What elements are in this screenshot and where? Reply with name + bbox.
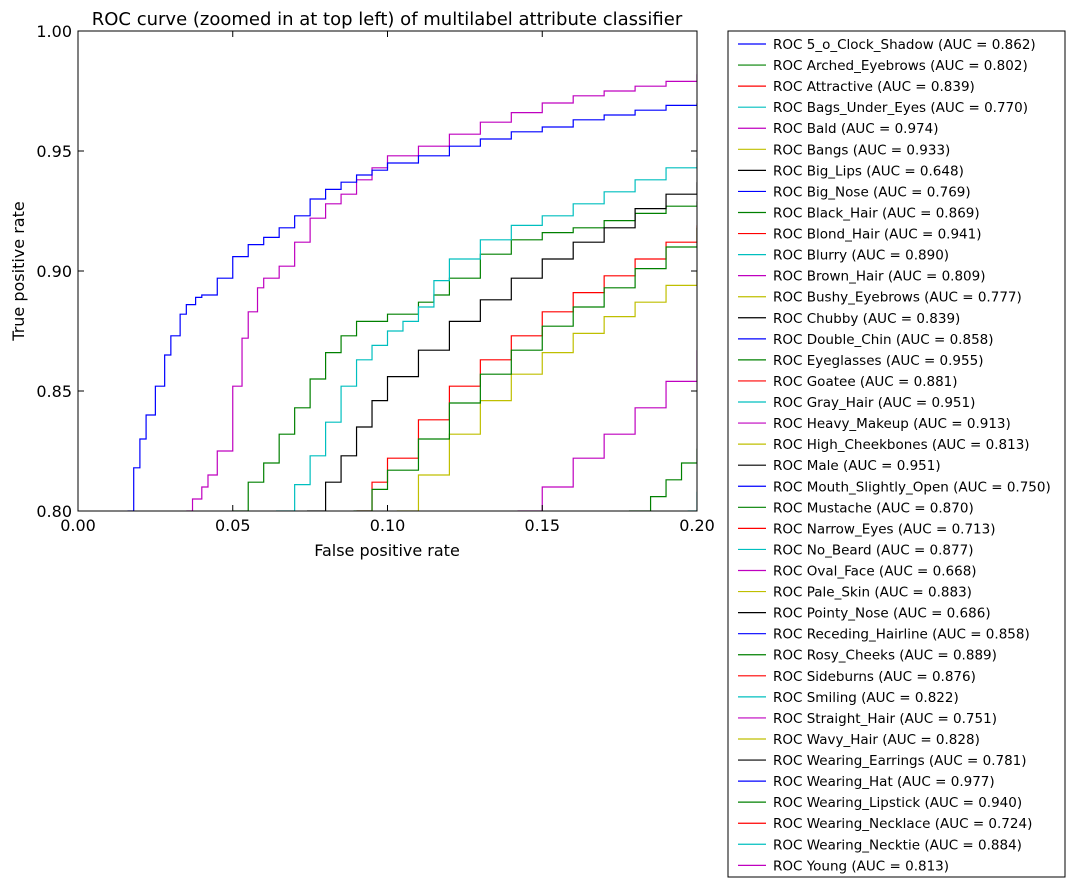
legend-label: ROC Sideburns (AUC = 0.876): [773, 669, 976, 685]
legend-label: ROC Wearing_Earrings (AUC = 0.781): [773, 753, 1027, 769]
legend-label: ROC Wearing_Necklace (AUC = 0.724): [773, 816, 1032, 832]
legend-label: ROC Bags_Under_Eyes (AUC = 0.770): [773, 100, 1028, 116]
legend-label: ROC 5_o_Clock_Shadow (AUC = 0.862): [773, 37, 1036, 53]
legend-label: ROC Pale_Skin (AUC = 0.883): [773, 585, 972, 601]
legend-label: ROC Attractive (AUC = 0.839): [773, 79, 975, 95]
legend-label: ROC Goatee (AUC = 0.881): [773, 374, 958, 390]
legend-label: ROC Brown_Hair (AUC = 0.809): [773, 269, 985, 285]
legend-frame: [727, 30, 1066, 878]
legend-label: ROC Smiling (AUC = 0.822): [773, 690, 959, 706]
legend-label: ROC High_Cheekbones (AUC = 0.813): [773, 437, 1030, 453]
roc-series-line: [356, 225, 697, 511]
legend-label: ROC Narrow_Eyes (AUC = 0.713): [773, 521, 995, 537]
x-tick-label: 0.20: [679, 516, 715, 535]
legend-label: ROC Eyeglasses (AUC = 0.955): [773, 353, 983, 369]
legend-label: ROC Pointy_Nose (AUC = 0.686): [773, 606, 991, 622]
legend-label: ROC No_Beard (AUC = 0.877): [773, 542, 973, 558]
legend-label: ROC Double_Chin (AUC = 0.858): [773, 332, 994, 348]
legend-label: ROC Wearing_Lipstick (AUC = 0.940): [773, 795, 1022, 811]
series-layer: [127, 74, 697, 511]
legend-label: ROC Young (AUC = 0.813): [773, 858, 949, 874]
x-tick-label: 0.10: [370, 516, 406, 535]
legend-label: ROC Straight_Hair (AUC = 0.751): [773, 711, 997, 727]
legend: ROC 5_o_Clock_Shadow (AUC = 0.862) ROC Ar…: [727, 30, 1066, 878]
roc-series-line: [186, 74, 697, 511]
roc-series-line: [396, 271, 697, 511]
legend-label: ROC Receding_Hairline (AUC = 0.858): [773, 627, 1030, 643]
legend-label: ROC Rosy_Cheeks (AUC = 0.889): [773, 648, 997, 664]
legend-label: ROC Big_Lips (AUC = 0.648): [773, 163, 964, 179]
legend-label: ROC Wearing_Hat (AUC = 0.977): [773, 774, 995, 790]
legend-label: ROC Blurry (AUC = 0.890): [773, 248, 949, 264]
legend-label: ROC Mouth_Slightly_Open (AUC = 0.750): [773, 479, 1051, 495]
roc-series-line: [628, 448, 697, 511]
legend-label: ROC Wavy_Hair (AUC = 0.828): [773, 732, 980, 748]
legend-label: ROC Big_Nose (AUC = 0.769): [773, 184, 971, 200]
legend-label: ROC Bangs (AUC = 0.933): [773, 142, 950, 158]
legend-label: ROC Arched_Eyebrows (AUC = 0.802): [773, 58, 1028, 74]
legend-label: ROC Oval_Face (AUC = 0.668): [773, 564, 977, 580]
legend-label: ROC Black_Hair (AUC = 0.869): [773, 205, 980, 221]
legend-label: ROC Heavy_Makeup (AUC = 0.913): [773, 416, 1011, 432]
roc-series-line: [307, 182, 697, 511]
legend-label: ROC Chubby (AUC = 0.839): [773, 311, 960, 327]
y-tick-label: 0.90: [36, 262, 72, 281]
x-tick-label: 0.05: [215, 516, 251, 535]
x-tick-label: 0.00: [60, 516, 96, 535]
roc-series-line: [353, 227, 697, 511]
legend-label: ROC Bald (AUC = 0.974): [773, 121, 939, 137]
y-tick-label: 0.80: [36, 502, 72, 521]
roc-series-line: [127, 103, 697, 511]
y-tick-label: 0.95: [36, 142, 72, 161]
y-tick-label: 0.85: [36, 382, 72, 401]
legend-label: ROC Gray_Hair (AUC = 0.951): [773, 395, 975, 411]
roc-series-line: [687, 491, 697, 511]
roc-series-line: [276, 158, 697, 511]
y-tick-label: 1.00: [36, 22, 72, 41]
roc-series-line: [232, 201, 697, 511]
legend-label: ROC Wearing_Necktie (AUC = 0.884): [773, 837, 1022, 853]
legend-label: ROC Blond_Hair (AUC = 0.941): [773, 227, 982, 243]
legend-label: ROC Bushy_Eyebrows (AUC = 0.777): [773, 290, 1022, 306]
chart-title: ROC curve (zoomed in at top left) of mul…: [92, 9, 683, 30]
x-axis-label: False positive rate: [314, 541, 460, 560]
legend-label: ROC Mustache (AUC = 0.870): [773, 500, 974, 516]
axes-layer: 0.00 0.05 0.10 0.15 0.20 0.80 0.85 0.90 0.95 1.00: [36, 22, 714, 535]
x-tick-label: 0.15: [524, 516, 560, 535]
y-axis-label: True positive rate: [9, 201, 28, 341]
legend-label: ROC Male (AUC = 0.951): [773, 458, 941, 474]
roc-series-line: [517, 350, 697, 511]
